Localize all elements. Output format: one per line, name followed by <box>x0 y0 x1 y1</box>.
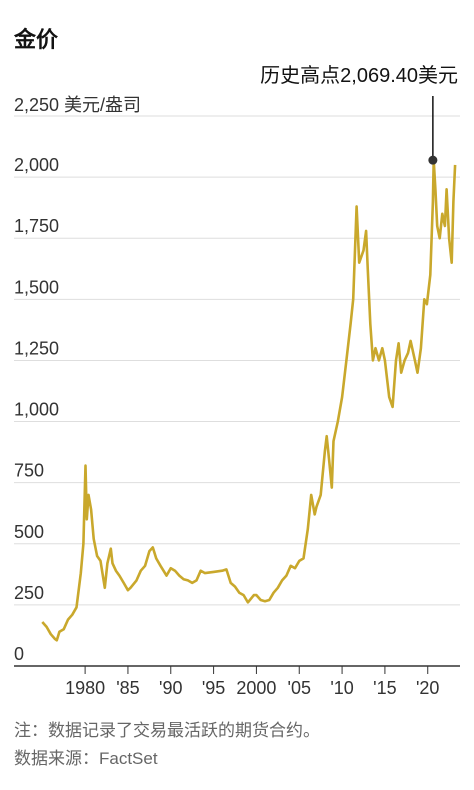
chart-source: 数据来源：FactSet <box>14 749 158 768</box>
y-tick-label: 1,500 <box>14 277 59 297</box>
gold-price-line <box>41 158 457 642</box>
x-tick-label: '15 <box>373 678 396 698</box>
y-tick-label: 1,250 <box>14 338 59 358</box>
y-tick-label: 2,000 <box>14 155 59 175</box>
peak-marker <box>428 155 438 165</box>
x-tick-label: 1980 <box>65 678 105 698</box>
gold-price-chart: 2,000 1,750 1,500 1,250 1,000 750 500 250 0 2,25… <box>14 64 460 698</box>
y-tick-label: 500 <box>14 522 44 542</box>
x-tick-label: '10 <box>330 678 353 698</box>
peak-annotation: 历史高点2,069.40美元 <box>260 64 458 87</box>
y-tick-label: 1,000 <box>14 400 59 420</box>
y-tick-label: 250 <box>14 583 44 603</box>
y-tick-label: 750 <box>14 461 44 481</box>
gridlines <box>14 115 460 606</box>
x-axis-labels: 1980 '85 '90 '95 2000 '05 '10 '15 '20 <box>65 678 439 698</box>
x-axis-ticks <box>84 666 429 674</box>
y-tick-label: 0 <box>14 644 24 664</box>
x-tick-label: '85 <box>116 678 139 698</box>
x-tick-label: '20 <box>416 678 439 698</box>
x-tick-label: '95 <box>202 678 225 698</box>
chart-note: 注：数据记录了交易最活跃的期货合约。 <box>14 721 320 740</box>
y-axis-unit-label: 2,250 美元/盎司 <box>14 95 141 115</box>
x-tick-label: 2000 <box>236 678 276 698</box>
y-axis-labels: 2,000 1,750 1,500 1,250 1,000 750 500 250 0 <box>14 155 59 664</box>
x-tick-label: '90 <box>159 678 182 698</box>
x-tick-label: '05 <box>288 678 311 698</box>
y-tick-label: 1,750 <box>14 216 59 236</box>
chart-title: 金价 <box>14 27 59 52</box>
